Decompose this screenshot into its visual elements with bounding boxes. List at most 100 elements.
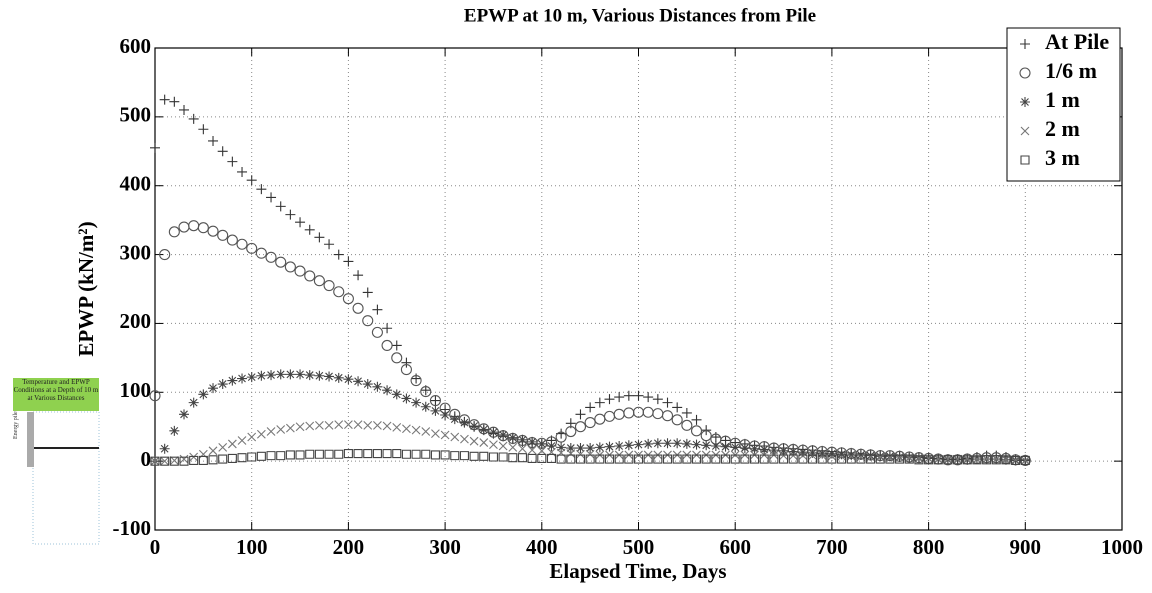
data-point — [208, 446, 218, 456]
data-point — [149, 390, 161, 402]
data-point — [227, 375, 238, 386]
data-point — [1001, 455, 1011, 465]
data-point — [875, 454, 885, 464]
data-point — [275, 201, 286, 212]
data-point — [585, 402, 596, 413]
data-point — [681, 407, 692, 418]
data-point — [953, 454, 962, 464]
data-point — [508, 442, 518, 452]
data-point — [150, 456, 160, 466]
data-point — [837, 454, 847, 464]
data-point — [372, 304, 383, 315]
data-point — [208, 455, 218, 465]
data-point — [643, 438, 654, 449]
data-point — [575, 443, 586, 454]
data-point — [295, 450, 305, 460]
data-point — [991, 454, 1001, 464]
data-point — [759, 454, 769, 464]
data-point — [169, 425, 180, 436]
x-tick-label: 900 — [1010, 535, 1042, 559]
data-point — [218, 454, 228, 464]
data-point — [458, 414, 470, 426]
data-point — [255, 247, 267, 259]
data-point — [508, 453, 518, 463]
data-point — [208, 135, 219, 146]
data-point — [633, 390, 644, 401]
data-point — [440, 450, 450, 460]
chart-title: EPWP at 10 m, Various Distances from Pil… — [464, 5, 816, 26]
data-point — [662, 397, 673, 408]
data-point — [711, 454, 721, 464]
data-point — [788, 446, 799, 457]
data-point — [459, 451, 469, 461]
data-point — [469, 451, 479, 461]
data-point — [604, 441, 615, 452]
data-point — [430, 395, 441, 406]
x-axis-label: Elapsed Time, Days — [549, 559, 726, 583]
y-tick-label: 200 — [120, 309, 152, 333]
data-point — [875, 452, 885, 462]
data-point — [323, 280, 335, 292]
data-point — [169, 456, 179, 465]
data-point — [304, 224, 315, 235]
data-point — [827, 451, 837, 461]
data-point — [672, 402, 683, 413]
data-point — [671, 414, 683, 426]
x-tick-label: 300 — [429, 535, 461, 559]
data-point — [450, 451, 460, 461]
data-point — [363, 420, 373, 430]
data-point — [972, 455, 982, 465]
data-point — [284, 261, 296, 273]
data-point — [982, 454, 992, 464]
data-point — [962, 454, 972, 464]
data-point — [285, 369, 296, 380]
data-point — [295, 422, 305, 432]
data-point — [982, 455, 992, 465]
data-point — [402, 424, 411, 434]
data-point — [624, 454, 634, 464]
data-point — [266, 451, 276, 461]
data-point — [363, 449, 373, 459]
data-point — [537, 453, 547, 463]
data-point — [798, 451, 808, 461]
data-point — [866, 452, 875, 462]
data-point — [275, 256, 287, 268]
data-point — [256, 429, 266, 439]
data-point — [353, 449, 363, 459]
data-point — [778, 445, 789, 456]
data-point — [895, 454, 905, 464]
data-point — [653, 454, 663, 464]
data-point — [662, 438, 673, 449]
data-point — [691, 454, 702, 464]
data-point — [246, 372, 257, 383]
data-point — [720, 441, 731, 452]
data-point — [420, 386, 432, 398]
inset-caption: Temperature and EPWP Conditions at a Dep… — [13, 378, 99, 411]
data-point — [575, 454, 586, 464]
data-point — [150, 456, 160, 466]
y-tick-label: 500 — [120, 103, 152, 127]
data-point — [943, 454, 953, 464]
data-point — [371, 326, 383, 338]
data-point — [933, 455, 943, 465]
data-point — [169, 96, 180, 107]
data-point — [459, 417, 470, 428]
data-point — [411, 397, 422, 408]
data-point — [276, 425, 286, 434]
data-point — [614, 392, 625, 403]
data-point — [285, 423, 295, 433]
data-point — [740, 454, 750, 464]
data-point — [344, 420, 353, 430]
data-point — [421, 427, 431, 436]
data-point — [1020, 455, 1030, 466]
data-point — [218, 442, 228, 452]
data-point — [160, 456, 170, 466]
data-point — [866, 454, 876, 464]
legend-marker — [1020, 126, 1030, 136]
data-point — [227, 453, 237, 463]
data-point — [226, 234, 238, 246]
data-point — [305, 449, 315, 459]
data-point — [372, 449, 382, 459]
data-point — [517, 453, 528, 463]
